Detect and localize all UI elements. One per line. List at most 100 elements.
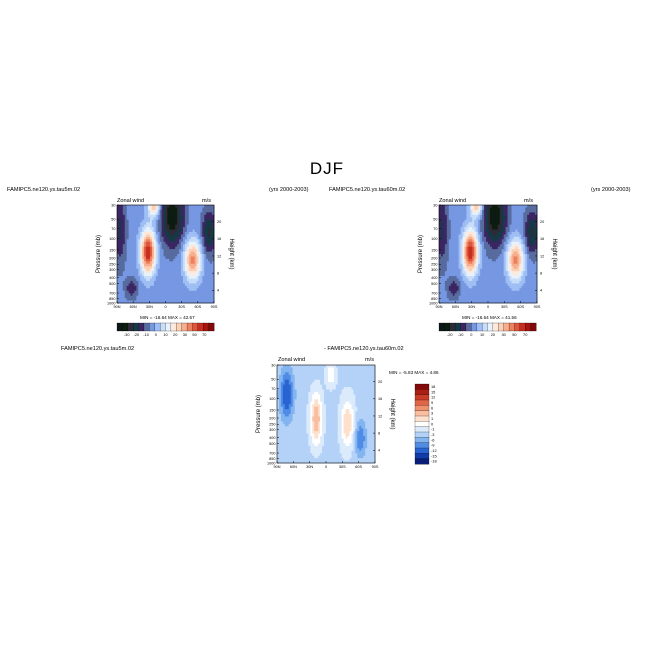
left-field-cell: [179, 227, 182, 230]
left-field-cell: [161, 268, 164, 272]
right-field-cell: [511, 236, 514, 240]
right-field-cell: [482, 258, 485, 262]
left-field-cell: [153, 241, 157, 245]
left-field-cell: [149, 244, 153, 248]
left-field-cell: [202, 239, 205, 243]
left-field-cell: [151, 239, 155, 243]
left-field-cell: [210, 293, 213, 297]
right-field-cell: [493, 229, 497, 233]
left-field-cell: [173, 249, 176, 252]
right-field-cell: [531, 207, 534, 211]
left-field-cell: [126, 298, 130, 301]
right-field-cell: [464, 246, 467, 250]
right-field-cell: [440, 295, 444, 299]
left-field-cell: [169, 227, 172, 230]
diff-field-cell: [292, 384, 296, 388]
right-field-cell: [493, 263, 497, 267]
diff-field-cell: [308, 436, 311, 439]
right-field-cell: [440, 214, 444, 218]
left-field-cell: [142, 268, 145, 272]
right-field-cell: [511, 283, 514, 287]
left-field-cell: [196, 290, 199, 294]
left-field-cell: [122, 229, 126, 233]
right-field-cell: [439, 205, 442, 208]
right-field-cell: [495, 236, 499, 240]
left-field-cell: [148, 214, 151, 218]
left-field-cell: [212, 254, 215, 257]
left-field-cell: [130, 212, 133, 216]
right-field-cell: [458, 273, 461, 277]
diff-field-cell: [288, 377, 292, 381]
right-field-cell: [521, 266, 524, 270]
right-field-cell: [439, 254, 442, 257]
diff-field-cell: [314, 450, 317, 454]
right-field-cell: [515, 280, 518, 284]
left-field-cell: [132, 227, 135, 230]
left-field-cell: [159, 276, 163, 279]
diff-field-cell: [296, 445, 299, 449]
right-field-cell: [507, 300, 510, 304]
right-field-cell: [519, 209, 522, 213]
left-field-cell: [149, 251, 153, 255]
right-field-cell: [472, 254, 475, 257]
right-field-cell: [458, 214, 461, 218]
left-field-cell: [155, 261, 159, 265]
left-field-cell: [169, 251, 172, 255]
left-field-cell: [182, 261, 186, 265]
diff-field-cell: [286, 372, 290, 376]
diff-field-cell: [284, 443, 288, 447]
right-field-cell: [470, 258, 473, 262]
right-field-cell: [439, 258, 442, 262]
right-field-cell: [472, 298, 475, 301]
left-field-cell: [192, 241, 195, 245]
diff-field-cell: [278, 414, 282, 417]
right-field-cell: [476, 236, 479, 240]
left-field-cell: [204, 273, 207, 277]
left-field-cell: [149, 219, 153, 223]
right-field-cell: [472, 214, 475, 218]
left-field-cell: [181, 217, 184, 221]
right-field-cell: [503, 273, 507, 277]
right-field-cell: [458, 217, 461, 221]
diff-field-cell: [296, 418, 299, 422]
right-field-cell: [470, 217, 473, 221]
left-field-cell: [165, 251, 168, 255]
right-field-cell: [476, 212, 479, 216]
left-field-cell: [153, 214, 157, 218]
left-field-cell: [140, 236, 143, 240]
right-field-cell: [440, 209, 444, 213]
right-field-cell: [495, 271, 499, 274]
left-field-cell: [151, 266, 155, 270]
right-field-cell: [499, 254, 503, 257]
left-field-cell: [117, 300, 120, 304]
right-field-cell: [493, 276, 497, 279]
left-field-cell: [204, 285, 207, 289]
right-field-cell: [484, 209, 487, 213]
right-field-cell: [442, 276, 446, 279]
right-field-cell: [535, 244, 538, 248]
left-field-cell: [161, 224, 164, 228]
right-field-cell: [489, 222, 493, 225]
left-field-cell: [204, 268, 207, 272]
left-field-cell: [194, 214, 197, 218]
left-field-cell: [136, 205, 139, 208]
diff-field-cell: [316, 394, 319, 398]
right-field-cell: [517, 214, 520, 218]
right-field-cell: [470, 285, 473, 289]
right-field-cell: [523, 261, 526, 265]
right-field-cell: [535, 293, 538, 297]
right-field-cell: [439, 251, 442, 255]
diff-field-cell: [278, 374, 282, 378]
right-field-cell: [497, 273, 501, 277]
left-field-cell: [151, 290, 155, 294]
left-field-cell: [204, 227, 207, 230]
left-field-cell: [175, 236, 178, 240]
right-field-cell: [466, 283, 469, 287]
diff-field-cell: [296, 460, 299, 464]
right-field-cell: [440, 244, 444, 248]
right-field-cell: [462, 283, 465, 287]
left-field-cell: [148, 280, 151, 284]
right-field-cell: [497, 283, 501, 287]
left-field-cell: [142, 288, 145, 292]
left-field-cell: [142, 239, 145, 243]
